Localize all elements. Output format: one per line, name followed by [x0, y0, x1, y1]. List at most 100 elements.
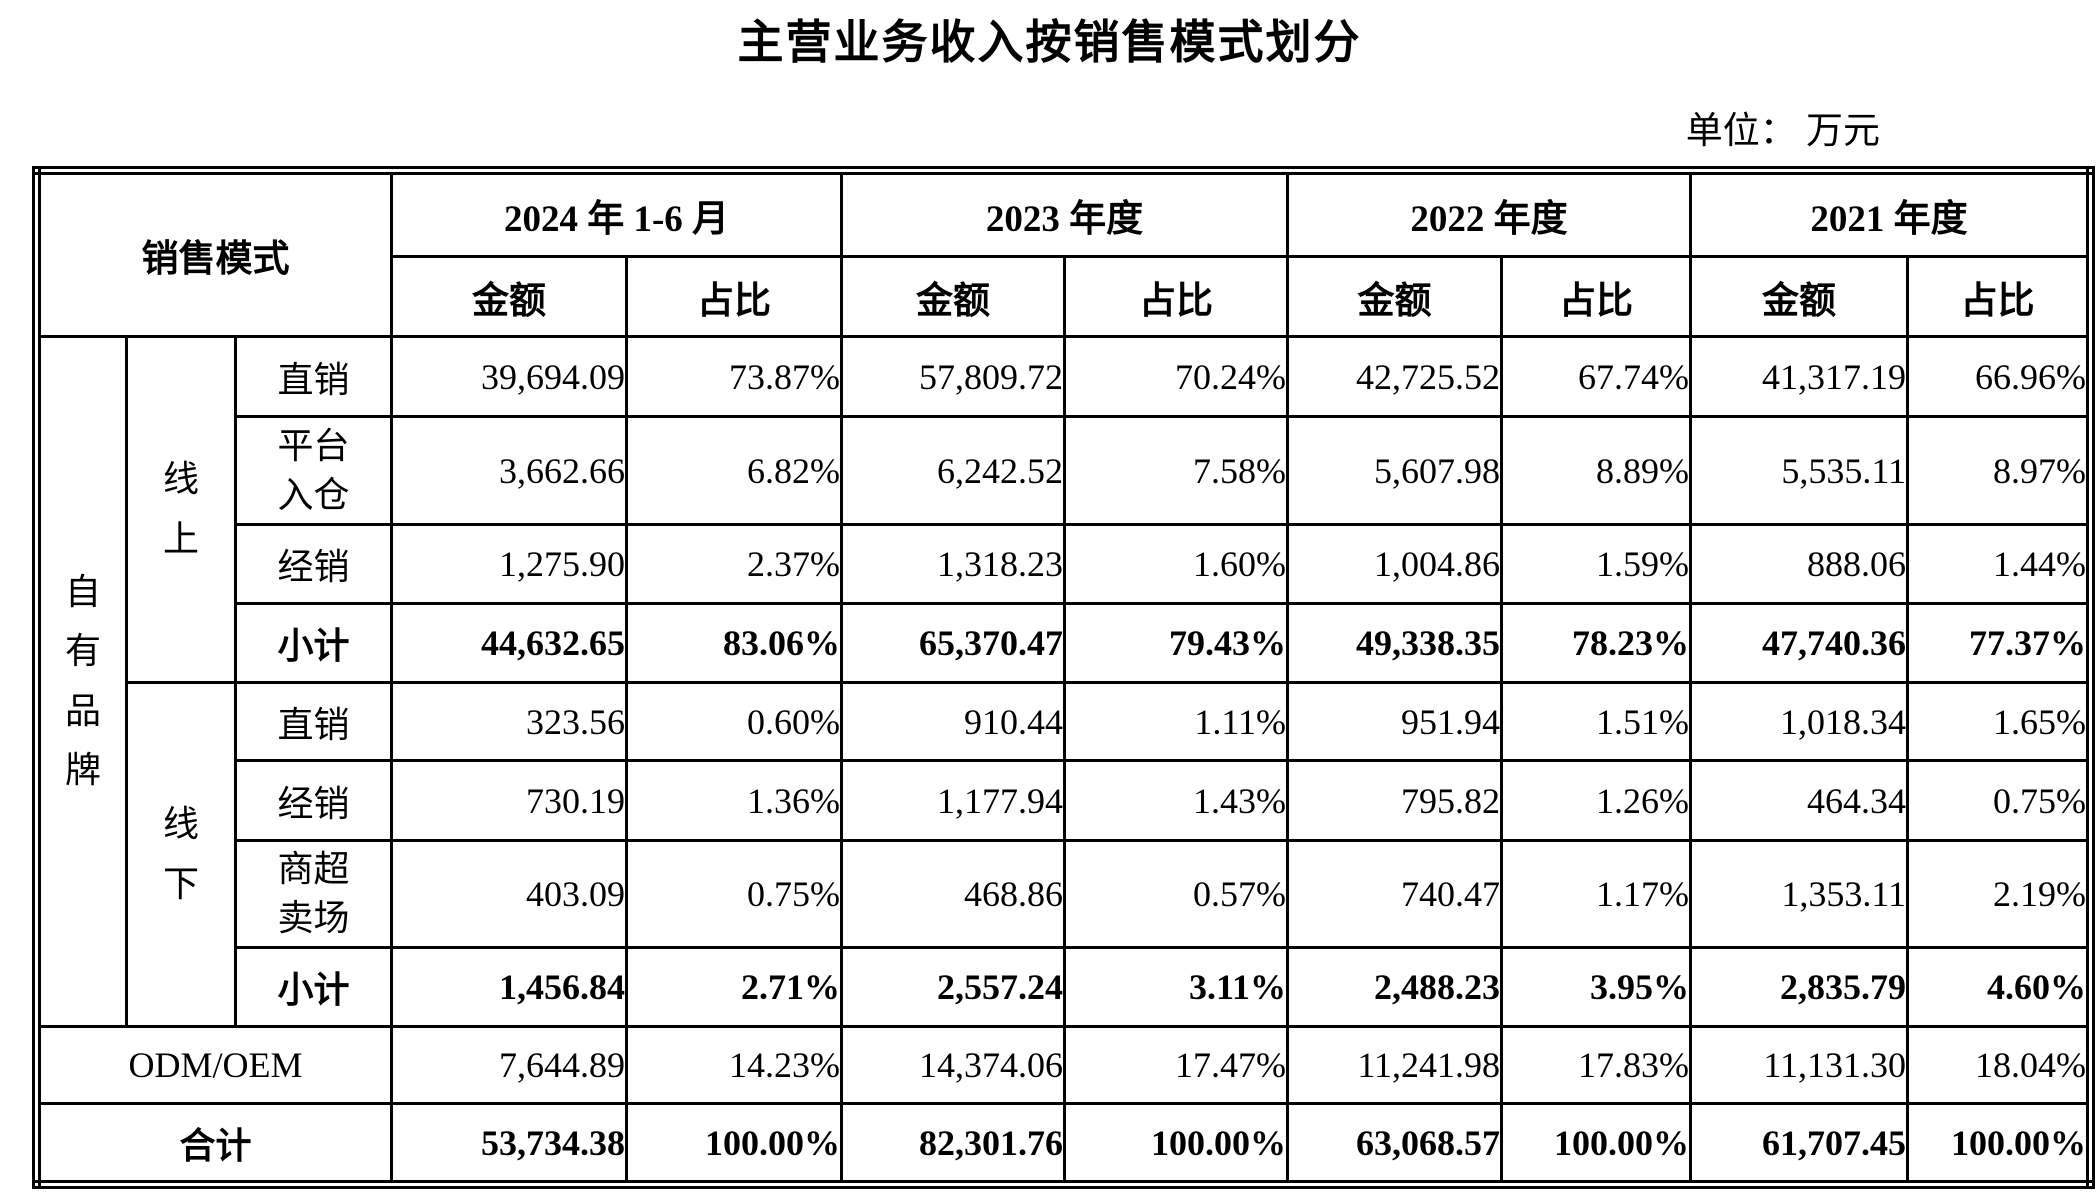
ratio-cell: 1.44% — [1906, 523, 2093, 605]
amount-cell: 6,242.52 — [840, 415, 1067, 526]
amount-cell: 1,018.34 — [1689, 681, 1910, 762]
sales-mode-header: 销售模式 — [34, 169, 394, 338]
amount-cell: 5,535.11 — [1689, 415, 1910, 526]
group-label-offline: 线 下 — [125, 681, 237, 1028]
ratio-cell: 17.47% — [1063, 1025, 1290, 1105]
amount-cell: 323.56 — [390, 681, 629, 762]
row-label: 经销 — [233, 759, 394, 842]
period-header-2022: 2022 年度 — [1286, 169, 1693, 258]
period-header-2024h1: 2024 年 1-6 月 — [390, 169, 844, 258]
amount-cell: 63,068.57 — [1286, 1102, 1504, 1186]
amount-cell: 1,004.86 — [1286, 523, 1504, 605]
amount-cell: 464.34 — [1689, 759, 1910, 842]
ratio-cell: 2.71% — [625, 946, 844, 1028]
ratio-cell: 0.57% — [1063, 839, 1290, 949]
ratio-cell: 8.89% — [1500, 415, 1693, 526]
ratio-cell: 100.00% — [1063, 1102, 1290, 1186]
amount-cell: 5,607.98 — [1286, 415, 1504, 526]
amount-cell: 1,177.94 — [840, 759, 1067, 842]
amount-cell: 3,662.66 — [390, 415, 629, 526]
ratio-cell: 1.60% — [1063, 523, 1290, 605]
ratio-cell: 70.24% — [1063, 335, 1290, 418]
ratio-cell: 100.00% — [1500, 1102, 1693, 1186]
table-row-odm-oem: ODM/OEM 7,644.89 14.23% 14,374.06 17.47%… — [34, 1025, 2093, 1105]
amount-cell: 1,456.84 — [390, 946, 629, 1028]
header-row-measures: 金额 占比 金额 占比 金额 占比 金额 占比 — [37, 255, 2093, 338]
amount-cell: 47,740.36 — [1689, 602, 1910, 684]
ratio-cell: 0.60% — [625, 681, 844, 762]
ratio-cell: 7.58% — [1063, 415, 1290, 526]
row-label: 小计 — [233, 946, 394, 1028]
amount-cell: 1,275.90 — [390, 523, 629, 605]
table-row-online-direct: 自 有 品 牌 线 上 直销 39,694.09 73.87% 57,809.7… — [35, 335, 2093, 1028]
ratio-header-2024h1: 占比 — [625, 255, 844, 338]
ratio-cell: 18.04% — [1906, 1025, 2093, 1105]
ratio-cell: 2.37% — [625, 523, 844, 605]
unit-label: 单位： 万元 — [1685, 111, 1880, 152]
table-row-offline-direct: 线 下 直销 323.56 0.60% 910.44 1.11% 951.94 … — [37, 681, 2093, 1028]
ratio-cell: 77.37% — [1906, 602, 2093, 684]
amount-cell: 39,694.09 — [390, 335, 629, 418]
row-label: 经销 — [233, 523, 394, 605]
amount-header-2022: 金额 — [1286, 255, 1504, 338]
amount-cell: 888.06 — [1689, 523, 1910, 605]
ratio-cell: 1.11% — [1063, 681, 1290, 762]
period-header-2021: 2021 年度 — [1689, 169, 2093, 258]
amount-cell: 1,353.11 — [1689, 839, 1910, 949]
ratio-cell: 4.60% — [1906, 946, 2093, 1028]
amount-cell: 951.94 — [1286, 681, 1504, 762]
ratio-cell: 1.26% — [1500, 759, 1693, 842]
group-label-online: 线 上 — [125, 335, 237, 684]
row-label: 合计 — [34, 1102, 394, 1186]
row-label: ODM/OEM — [34, 1025, 394, 1105]
ratio-cell: 78.23% — [1500, 602, 1693, 684]
amount-cell: 65,370.47 — [840, 602, 1067, 684]
ratio-cell: 1.43% — [1063, 759, 1290, 842]
amount-cell: 2,488.23 — [1286, 946, 1504, 1028]
table-row-online-subtotal: 小计 44,632.65 83.06% 65,370.47 79.43% 49,… — [37, 602, 2093, 684]
row-label: 直销 — [233, 335, 394, 418]
table-row-offline-distribution: 经销 730.19 1.36% 1,177.94 1.43% 795.82 1.… — [37, 759, 2093, 842]
amount-header-2023: 金额 — [840, 255, 1067, 338]
amount-cell: 82,301.76 — [840, 1102, 1067, 1186]
ratio-cell: 100.00% — [625, 1102, 844, 1186]
ratio-cell: 17.83% — [1500, 1025, 1693, 1105]
ratio-cell: 1.65% — [1906, 681, 2093, 762]
amount-cell: 910.44 — [840, 681, 1067, 762]
ratio-header-2023: 占比 — [1063, 255, 1290, 338]
amount-cell: 44,632.65 — [390, 602, 629, 684]
amount-cell: 7,644.89 — [390, 1025, 629, 1105]
ratio-cell: 66.96% — [1906, 335, 2093, 418]
amount-cell: 403.09 — [390, 839, 629, 949]
amount-cell: 11,241.98 — [1286, 1025, 1504, 1105]
table-row-offline-subtotal: 小计 1,456.84 2.71% 2,557.24 3.11% 2,488.2… — [37, 946, 2093, 1028]
amount-cell: 2,557.24 — [840, 946, 1067, 1028]
amount-cell: 1,318.23 — [840, 523, 1067, 605]
ratio-cell: 0.75% — [1906, 759, 2093, 842]
amount-cell: 468.86 — [840, 839, 1067, 949]
ratio-cell: 3.11% — [1063, 946, 1290, 1028]
row-label: 平台 入仓 — [233, 415, 394, 526]
ratio-cell: 1.36% — [625, 759, 844, 842]
amount-cell: 730.19 — [390, 759, 629, 842]
ratio-cell: 1.59% — [1500, 523, 1693, 605]
ratio-cell: 8.97% — [1906, 415, 2093, 526]
row-label: 小计 — [233, 602, 394, 684]
ratio-cell: 1.51% — [1500, 681, 1693, 762]
ratio-cell: 14.23% — [625, 1025, 844, 1105]
ratio-cell: 83.06% — [625, 602, 844, 684]
ratio-cell: 2.19% — [1906, 839, 2093, 949]
amount-cell: 57,809.72 — [840, 335, 1067, 418]
page-title: 主营业务收入按销售模式划分 — [737, 16, 1362, 68]
amount-cell: 41,317.19 — [1689, 335, 1910, 418]
row-label: 直销 — [233, 681, 394, 762]
ratio-cell: 6.82% — [625, 415, 844, 526]
group-label-own-brand: 自 有 品 牌 — [35, 335, 128, 1028]
period-header-2023: 2023 年度 — [840, 169, 1290, 258]
amount-cell: 53,734.38 — [390, 1102, 629, 1186]
amount-cell: 2,835.79 — [1689, 946, 1910, 1028]
amount-cell: 795.82 — [1286, 759, 1504, 842]
ratio-header-2022: 占比 — [1500, 255, 1693, 338]
revenue-by-sales-mode-table: 销售模式 2024 年 1-6 月 2023 年度 2022 年度 2021 年… — [32, 166, 2096, 1189]
header-row-periods: 销售模式 2024 年 1-6 月 2023 年度 2022 年度 2021 年… — [34, 169, 2093, 338]
